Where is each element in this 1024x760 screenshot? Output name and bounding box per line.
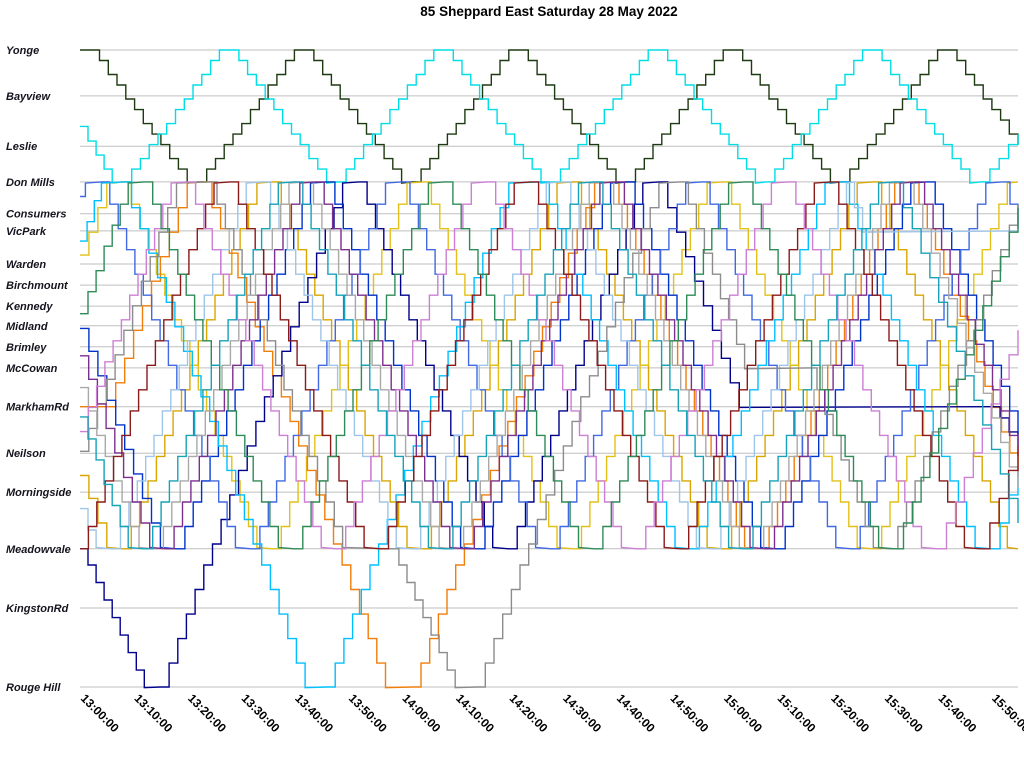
grid-layer	[80, 49, 1018, 688]
station-label: Yonge	[6, 45, 39, 57]
vehicle-trace-bus-teal	[80, 181, 1019, 550]
x-tick-label: 14:50:00	[667, 691, 711, 735]
station-label: Birchmount	[6, 280, 69, 292]
x-tick-label: 15:50:00	[989, 691, 1024, 735]
x-tick-label: 13:00:00	[78, 691, 122, 735]
station-label: Meadowvale	[6, 544, 71, 556]
x-tick-label: 14:30:00	[560, 691, 604, 735]
station-label: KingstonRd	[6, 603, 69, 615]
station-label: MarkhamRd	[6, 402, 69, 414]
station-label: VicPark	[6, 226, 47, 238]
vehicle-trace-bus-gold	[80, 181, 1019, 550]
station-label: Morningside	[6, 487, 71, 499]
vehicle-trace-bus-yellow	[80, 181, 1019, 550]
vehicle-trace-bus-navy	[80, 181, 1019, 689]
vehicle-trace-bus-orchid	[80, 181, 1019, 550]
chart-title: 85 Sheppard East Saturday 28 May 2022	[420, 4, 678, 19]
x-tick-label: 15:20:00	[828, 691, 872, 735]
x-tick-label: 14:20:00	[507, 691, 551, 735]
station-label: Kennedy	[6, 301, 53, 313]
vehicle-trace-shuttle-yonge-a	[80, 49, 1019, 184]
vehicle-trace-bus-slategray	[80, 181, 1019, 550]
station-label: Neilson	[6, 448, 46, 460]
station-label: Warden	[6, 259, 46, 271]
x-tick-label: 13:30:00	[239, 691, 283, 735]
station-label: Leslie	[6, 141, 37, 153]
vehicle-trace-shuttle-yonge-b	[80, 49, 1019, 184]
x-tick-label: 14:00:00	[399, 691, 443, 735]
x-tick-label: 15:00:00	[721, 691, 765, 735]
station-label: Rouge Hill	[6, 682, 61, 694]
x-tick-label: 13:10:00	[131, 691, 175, 735]
station-label: Don Mills	[6, 177, 55, 189]
x-tick-label: 15:10:00	[775, 691, 819, 735]
x-tick-label: 14:40:00	[614, 691, 658, 735]
station-axis: Yonge Bayview Leslie Don Mills Consumers VicP…	[6, 45, 71, 694]
station-label: Bayview	[6, 91, 51, 103]
x-tick-label: 13:20:00	[185, 691, 229, 735]
vehicle-trace-bus-green	[80, 181, 1019, 550]
x-tick-label: 13:50:00	[346, 691, 390, 735]
x-tick-label: 14:10:00	[453, 691, 497, 735]
vehicle-trace-bus-paleblue	[80, 181, 1019, 550]
x-tick-label: 15:40:00	[935, 691, 979, 735]
time-axis: 13:00:00 13:10:00 13:20:00 13:30:00 13:40:00…	[78, 691, 1024, 735]
trace-layer	[80, 49, 1019, 689]
vehicle-trace-bus-purple	[80, 181, 1019, 550]
station-label: Brimley	[6, 342, 47, 354]
x-tick-label: 13:40:00	[292, 691, 336, 735]
station-label: McCowan	[6, 363, 58, 375]
station-label: Consumers	[6, 209, 67, 221]
station-label: Midland	[6, 321, 48, 333]
x-tick-label: 15:30:00	[882, 691, 926, 735]
